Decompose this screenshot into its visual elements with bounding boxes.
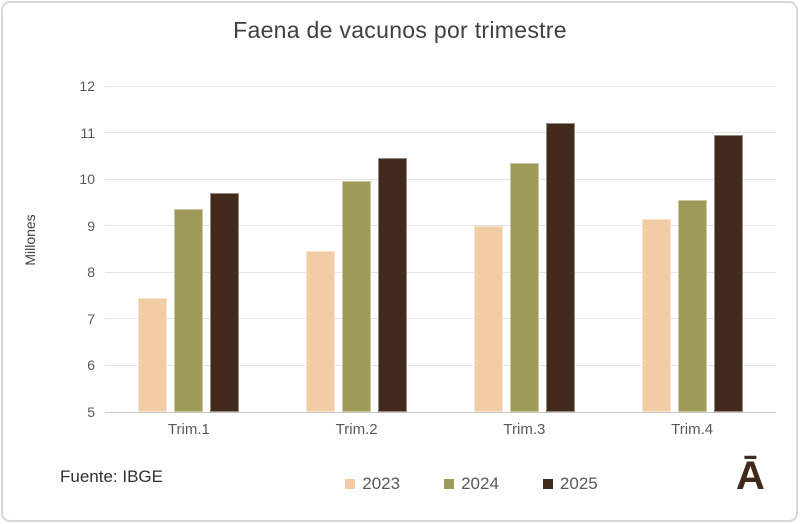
legend-swatch bbox=[542, 479, 553, 489]
chart-title: Faena de vacunos por trimestre bbox=[233, 17, 567, 43]
gridline bbox=[105, 132, 776, 134]
y-tick-label: 12 bbox=[79, 78, 95, 94]
y-tick-label: 7 bbox=[87, 310, 95, 327]
x-tick-label: Trim.3 bbox=[503, 421, 546, 438]
gridline bbox=[105, 364, 776, 366]
bar-2024-trim4 bbox=[677, 200, 707, 412]
legend-swatch bbox=[345, 479, 356, 489]
x-tick-label: Trim.1 bbox=[167, 421, 210, 438]
bar-2025-trim2 bbox=[378, 158, 408, 412]
y-tick-label: 8 bbox=[87, 264, 95, 281]
y-axis-label: Millones bbox=[22, 214, 38, 266]
bar-2025-trim3 bbox=[545, 123, 575, 412]
bar-2023-trim4 bbox=[641, 218, 671, 412]
gridline bbox=[105, 271, 776, 273]
bar-2023-trim2 bbox=[306, 251, 336, 412]
legend-item-2023: 2023 bbox=[345, 474, 400, 494]
gridline bbox=[105, 178, 776, 180]
x-tick-label: Trim.4 bbox=[671, 421, 714, 438]
gridline bbox=[105, 85, 776, 87]
legend-item-2025: 2025 bbox=[542, 474, 598, 494]
bar-2024-trim3 bbox=[509, 162, 539, 412]
y-tick-label: 5 bbox=[87, 404, 95, 420]
y-tick-label: 6 bbox=[87, 357, 95, 374]
legend-label: 2025 bbox=[559, 474, 598, 493]
y-tick-label: 10 bbox=[79, 171, 95, 188]
bar-2025-trim1 bbox=[210, 193, 240, 412]
x-tick-label: Trim.2 bbox=[335, 421, 378, 438]
bar-2023-trim3 bbox=[473, 225, 503, 412]
source-label: Fuente: IBGE bbox=[60, 467, 163, 486]
bar-2023-trim1 bbox=[138, 297, 168, 412]
brand-logo: Ā bbox=[736, 454, 765, 498]
legend-item-2024: 2024 bbox=[444, 474, 499, 494]
legend-label: 2024 bbox=[461, 474, 499, 493]
legend: 2023 2024 2025 bbox=[136, 474, 800, 494]
x-axis-line bbox=[105, 411, 776, 413]
bar-2024-trim2 bbox=[342, 180, 372, 412]
gridline bbox=[105, 225, 776, 227]
y-tick-label: 9 bbox=[87, 217, 95, 234]
bar-2024-trim1 bbox=[174, 209, 204, 412]
y-tick-label: 11 bbox=[80, 124, 95, 141]
bar-2025-trim4 bbox=[713, 134, 743, 412]
legend-label: 2023 bbox=[362, 474, 401, 493]
legend-swatch bbox=[444, 479, 455, 489]
gridline bbox=[105, 318, 776, 320]
